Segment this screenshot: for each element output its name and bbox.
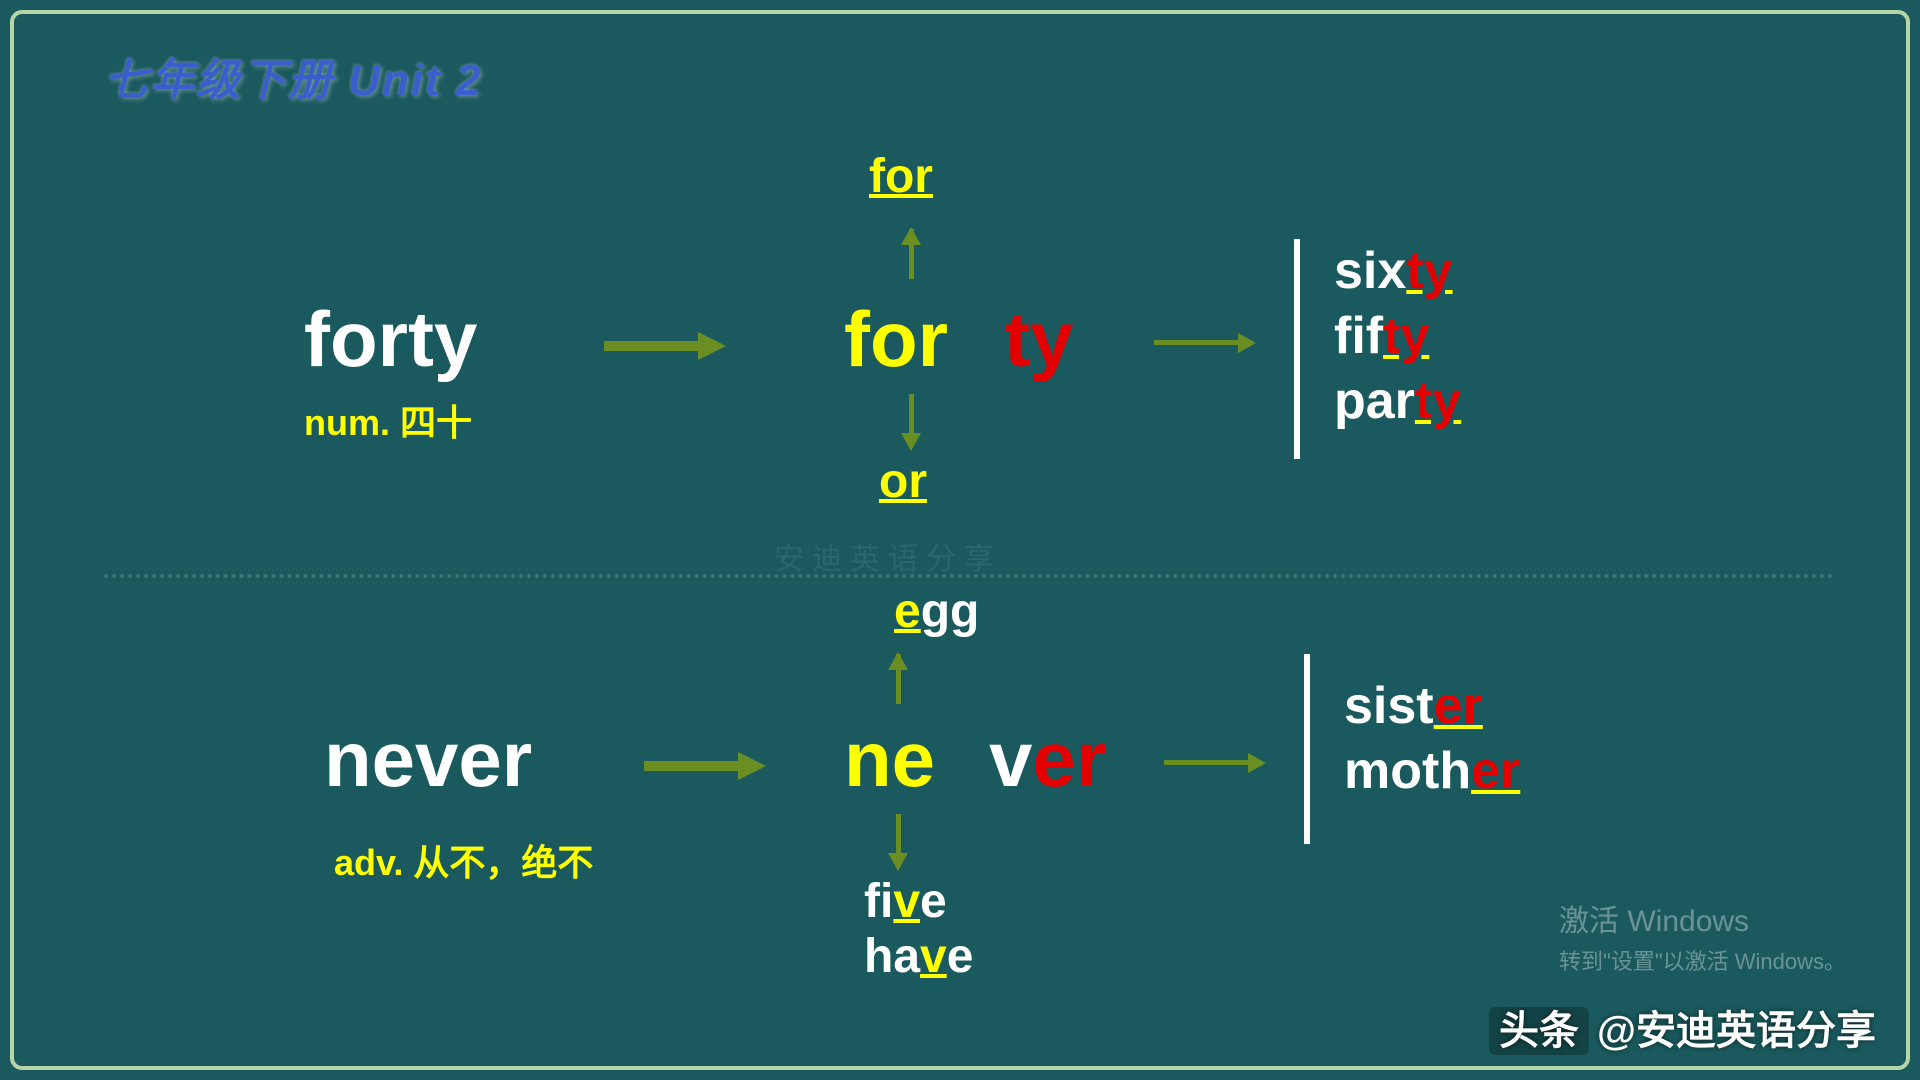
arrow-right-1 (604, 334, 724, 358)
windows-activation-watermark: 激活 Windows 转到"设置"以激活 Windows。 (1559, 896, 1846, 976)
example-party: party (1334, 369, 1461, 434)
example-fifty: fifty (1334, 304, 1461, 369)
arrow-up-2 (889, 654, 913, 709)
example-sister: sister (1344, 674, 1520, 739)
syllable-ne: ne (844, 714, 935, 805)
syllable-for: for (844, 294, 948, 385)
divider-bar-1 (1294, 239, 1300, 459)
author-handle: @安迪英语分享 (1597, 1009, 1876, 1053)
link-egg: egg (894, 584, 979, 639)
word-forty: forty (304, 294, 477, 385)
syllable-ver: ver (989, 714, 1106, 805)
section-divider (104, 574, 1834, 578)
page-title: 七年级下册 Unit 2 (104, 44, 482, 108)
toutiao-badge: 头条 (1489, 1007, 1589, 1055)
example-mother: mother (1344, 739, 1520, 804)
link-for: for (869, 149, 933, 204)
link-or: or (879, 454, 927, 509)
word-never: never (324, 714, 532, 805)
arrow-down-2 (889, 814, 913, 869)
arrow-up-1 (902, 229, 926, 284)
def-never: adv. 从不，绝不 (334, 834, 593, 886)
divider-bar-2 (1304, 654, 1310, 844)
arrow-right-3 (644, 754, 764, 778)
link-have: have (864, 929, 973, 984)
link-five: five (864, 874, 973, 929)
watermark-text: 安迪英语分享 (774, 534, 1002, 578)
def-forty: num. 四十 (304, 394, 472, 446)
arrow-down-1 (902, 394, 926, 449)
link-five-have: five have (864, 874, 973, 984)
slide-frame: 七年级下册 Unit 2 forty num. 四十 for ty for or… (10, 10, 1910, 1070)
syllable-ty: ty (1004, 294, 1073, 385)
examples-forty: sixty fifty party (1334, 239, 1461, 434)
footer-credit: 头条@安迪英语分享 (1489, 998, 1876, 1056)
examples-never: sister mother (1344, 674, 1520, 804)
example-sixty: sixty (1334, 239, 1461, 304)
